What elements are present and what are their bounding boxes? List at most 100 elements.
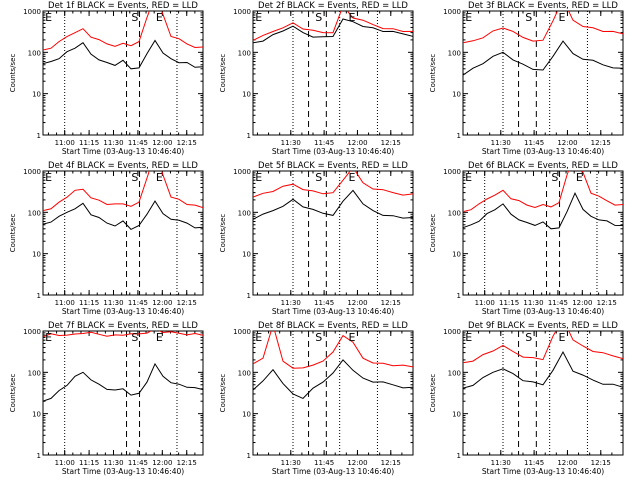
marker-label: S (315, 11, 322, 24)
y-tick-label: 1000 (23, 168, 41, 176)
marker-label: S (131, 11, 138, 24)
x-tick-label: 11:15 (79, 299, 99, 307)
y-tick-label: 100 (448, 209, 461, 217)
marker-label: E (349, 171, 356, 184)
series-group (463, 331, 623, 389)
y-tick-label: 10 (32, 91, 41, 99)
x-tick-label: 11:30 (103, 459, 123, 467)
marker-label: E (156, 171, 163, 184)
marker-label: S (525, 11, 532, 24)
y-axis-label: Counts/sec (429, 374, 437, 413)
series-group (43, 331, 203, 402)
x-tick-label: 11:45 (314, 139, 334, 147)
marker-label: E (255, 11, 262, 24)
series-lld-line (43, 11, 203, 51)
marker-label: E (45, 171, 52, 184)
x-axis-label: Start Time (03-Aug-13 10:46:40) (62, 147, 184, 156)
x-tick-label: 12:00 (572, 299, 592, 307)
x-tick-label: 11:45 (548, 299, 568, 307)
x-tick-label: 11:30 (523, 299, 543, 307)
panel-3: Det 3f BLACK = Events, RED = LLD 1 10 100 10… (429, 1, 624, 156)
marker-label: S (131, 331, 138, 344)
panel-1: Det 1f BLACK = Events, RED = LLD 1 10 100 10… (9, 1, 204, 156)
chart-title: Det 1f BLACK = Events, RED = LLD (48, 1, 198, 11)
marker-label: E (156, 11, 163, 24)
x-tick-label: 11:45 (128, 459, 148, 467)
series-lld-line (463, 331, 623, 364)
x-tick-label: 11:30 (491, 459, 511, 467)
series-events-line (253, 189, 413, 220)
x-tick-label: 11:30 (281, 299, 301, 307)
x-tick-label: 11:45 (314, 299, 334, 307)
series-lld-line (463, 171, 623, 213)
marker-label: S (131, 171, 138, 184)
y-tick-label: 10 (32, 411, 41, 419)
x-tick-label: 11:15 (79, 459, 99, 467)
series-events-line (253, 18, 413, 44)
x-tick-label: 11:15 (79, 139, 99, 147)
y-tick-label: 1000 (443, 8, 461, 16)
x-tick-label: 12:15 (381, 299, 401, 307)
plot-frame (462, 330, 624, 456)
series-group (253, 171, 413, 220)
plot-frame (252, 170, 414, 296)
marker-label: E (349, 331, 356, 344)
y-axis-label: Counts/sec (9, 214, 17, 253)
y-tick-label: 1000 (233, 328, 251, 336)
plot-frame (42, 170, 204, 296)
x-axis-label: Start Time (03-Aug-13 10:46:40) (482, 467, 604, 476)
marker-label: E (465, 331, 472, 344)
panel-2: Det 2f BLACK = Events, RED = LLD 1 10 100 10… (219, 1, 414, 156)
marker-label: S (551, 171, 558, 184)
panel-5: Det 5f BLACK = Events, RED = LLD 1 10 100 10… (219, 161, 414, 316)
x-tick-label: 12:15 (591, 139, 611, 147)
y-axis-label: Counts/sec (219, 54, 227, 93)
panel-9: Det 9f BLACK = Events, RED = LLD 1 10 100 10… (429, 321, 624, 476)
marker-label: E (465, 171, 472, 184)
plot-frame (462, 170, 624, 296)
y-tick-label: 100 (448, 369, 461, 377)
y-tick-label: 100 (28, 369, 41, 377)
y-tick-label: 1 (457, 292, 461, 300)
y-tick-label: 1 (457, 132, 461, 140)
series-group (463, 11, 623, 76)
plot-frame (252, 10, 414, 136)
series-group (463, 171, 623, 230)
plot-frame (42, 330, 204, 456)
y-axis-label: Counts/sec (9, 54, 17, 93)
series-group (253, 331, 413, 399)
marker-label: E (576, 171, 583, 184)
x-tick-label: 12:00 (347, 139, 367, 147)
plot-frame (462, 10, 624, 136)
y-tick-label: 10 (242, 411, 251, 419)
y-tick-label: 1000 (23, 8, 41, 16)
x-tick-label: 11:45 (314, 459, 334, 467)
y-tick-label: 100 (238, 369, 251, 377)
x-axis-label: Start Time (03-Aug-13 10:46:40) (62, 467, 184, 476)
series-group (253, 11, 413, 44)
series-lld-line (253, 331, 413, 369)
y-axis-label: Counts/sec (219, 374, 227, 413)
marker-label: E (349, 11, 356, 24)
chart-title: Det 4f BLACK = Events, RED = LLD (48, 161, 198, 171)
y-axis-label: Counts/sec (429, 54, 437, 93)
series-events-line (463, 350, 623, 389)
y-tick-label: 1 (37, 452, 41, 460)
series-lld-line (43, 331, 203, 338)
y-tick-label: 100 (28, 49, 41, 57)
marker-label: E (255, 331, 262, 344)
chart-title: Det 2f BLACK = Events, RED = LLD (258, 1, 408, 11)
y-tick-label: 10 (32, 251, 41, 259)
x-axis-label: Start Time (03-Aug-13 10:46:40) (272, 467, 394, 476)
x-tick-label: 12:00 (347, 299, 367, 307)
x-tick-label: 12:00 (347, 459, 367, 467)
y-tick-label: 10 (242, 91, 251, 99)
y-tick-label: 1 (457, 452, 461, 460)
series-events-line (253, 359, 413, 399)
x-tick-label: 12:15 (381, 139, 401, 147)
marker-label: S (315, 171, 322, 184)
x-axis-label: Start Time (03-Aug-13 10:46:40) (272, 307, 394, 316)
x-tick-label: 11:15 (499, 299, 519, 307)
x-tick-label: 12:00 (557, 459, 577, 467)
panel-6: Det 6f BLACK = Events, RED = LLD 1 10 100 10… (429, 161, 624, 316)
